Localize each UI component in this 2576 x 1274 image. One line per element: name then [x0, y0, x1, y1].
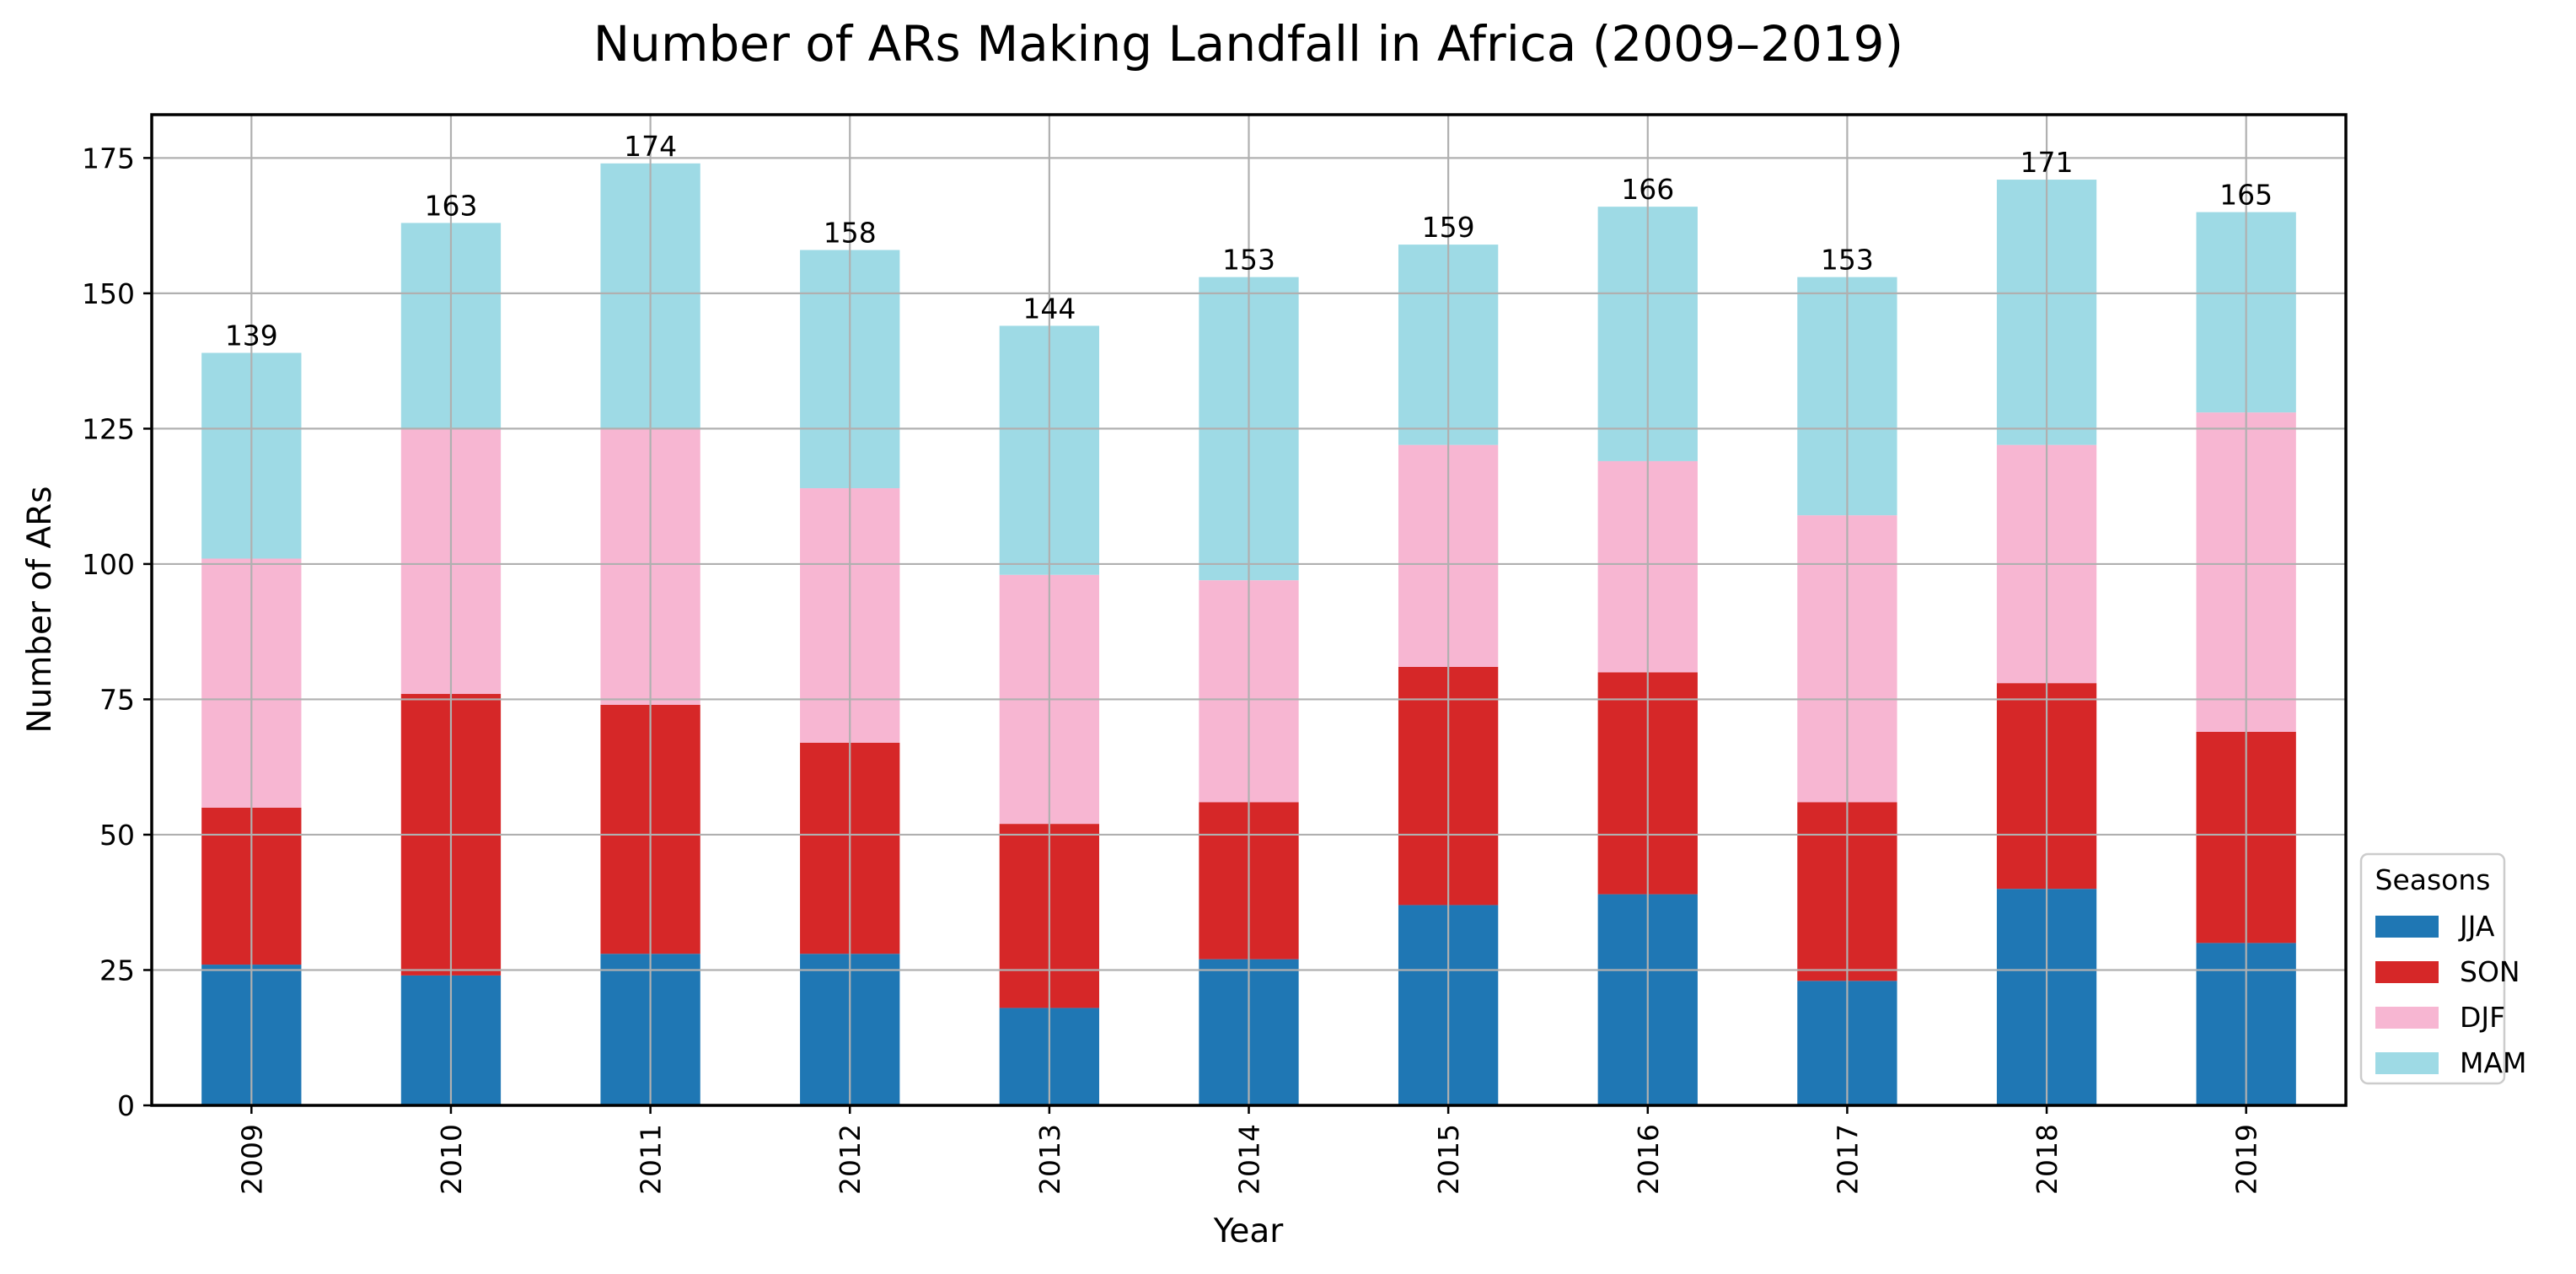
total-label-2018: 171 [2021, 146, 2074, 179]
y-tick-label-100: 100 [82, 548, 135, 581]
legend-label-djf: DJF [2460, 1001, 2505, 1034]
x-tick-label-2016: 2016 [1632, 1124, 1665, 1195]
total-label-2011: 174 [624, 130, 677, 163]
x-tick-label-2012: 2012 [834, 1124, 867, 1195]
total-labels: 139 163 174 158 144 153 159 166 153 171 165 [225, 130, 2273, 352]
x-gridlines [250, 115, 2247, 1105]
x-tick-label-2018: 2018 [2031, 1124, 2063, 1195]
y-tick-label-125: 125 [82, 412, 135, 445]
y-tick-label-50: 50 [99, 819, 135, 852]
x-axis-label: Year [1213, 1212, 1285, 1250]
legend-label-son: SON [2460, 955, 2520, 988]
y-axis-label: Number of ARs [21, 486, 59, 733]
total-label-2012: 158 [824, 217, 877, 250]
legend-swatch-jja [2375, 916, 2439, 938]
y-tick-label-25: 25 [99, 954, 135, 986]
legend-title: Seasons [2375, 863, 2491, 896]
y-tick-label-75: 75 [99, 683, 135, 716]
y-tick-label-0: 0 [117, 1089, 135, 1122]
total-label-2016: 166 [1621, 173, 1674, 206]
legend-label-jja: JJA [2458, 910, 2495, 943]
x-tick-label-2010: 2010 [435, 1124, 468, 1195]
total-label-2009: 139 [225, 320, 278, 352]
x-axis: 2009 2010 2011 2012 2013 2014 2015 2016 2017 2018… [235, 1105, 2263, 1195]
total-label-2015: 159 [1422, 211, 1475, 244]
legend-swatch-son [2375, 961, 2439, 983]
x-tick-label-2019: 2019 [2230, 1124, 2263, 1195]
total-label-2019: 165 [2219, 179, 2273, 212]
x-tick-label-2011: 2011 [635, 1124, 668, 1195]
legend: Seasons JJA SON DJF MAM [2359, 852, 2527, 1085]
y-tick-label-150: 150 [82, 277, 135, 310]
y-tick-label-175: 175 [82, 142, 135, 175]
chart-title: Number of ARs Making Landfall in Africa … [593, 15, 1903, 73]
x-tick-label-2014: 2014 [1233, 1124, 1266, 1195]
total-label-2017: 153 [1821, 244, 1874, 277]
total-label-2014: 153 [1222, 244, 1275, 277]
y-axis: 0 25 50 75 100 125 150 175 [82, 142, 152, 1122]
x-tick-label-2013: 2013 [1033, 1124, 1066, 1195]
legend-swatch-mam [2375, 1052, 2439, 1074]
x-tick-label-2009: 2009 [235, 1124, 268, 1195]
total-label-2013: 144 [1022, 292, 1076, 325]
x-tick-label-2015: 2015 [1432, 1124, 1465, 1195]
total-label-2010: 163 [424, 189, 477, 222]
legend-swatch-djf [2375, 1007, 2439, 1029]
x-tick-label-2017: 2017 [1831, 1124, 1864, 1195]
legend-label-mam: MAM [2460, 1046, 2527, 1079]
